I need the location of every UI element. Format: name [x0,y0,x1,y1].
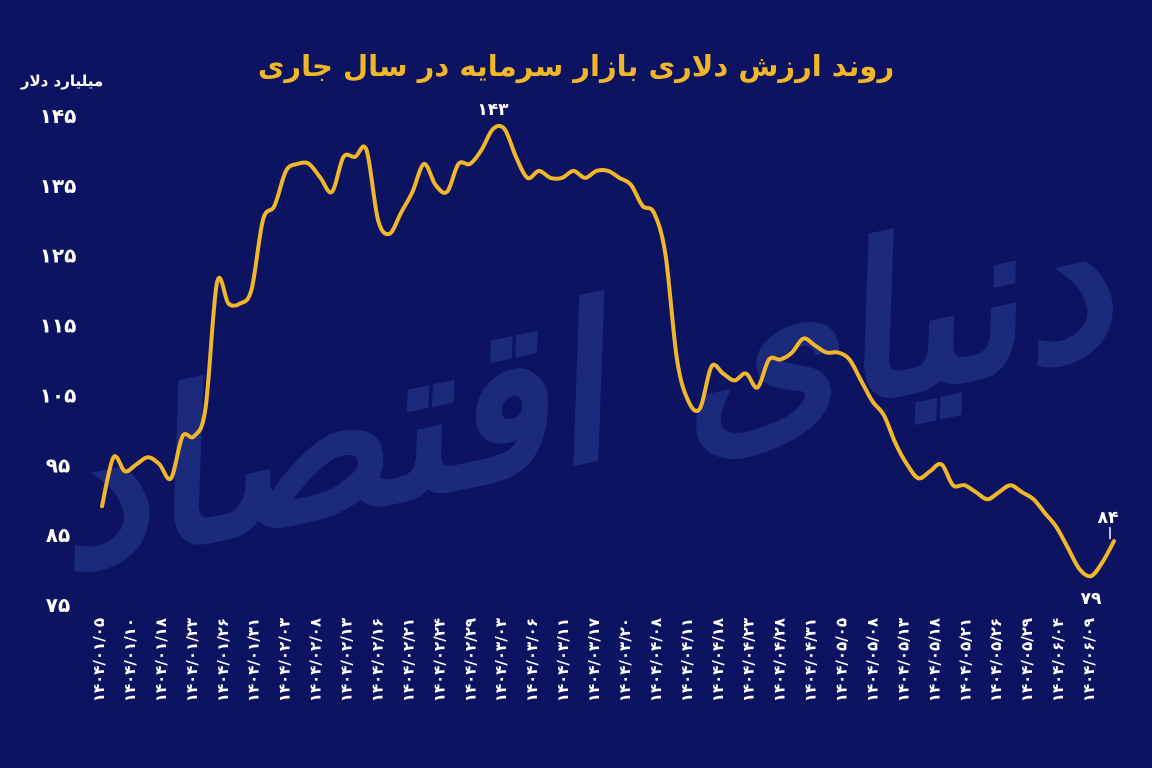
x-tick-label: ۱۴۰۴/۰۴/۲۸ [771,618,789,702]
x-tick-label: ۱۴۰۴/۰۵/۰۵ [833,618,851,702]
x-axis-ticks: ۱۴۰۴/۰۱/۰۵ ۱۴۰۴/۰۱/۱۰ ۱۴۰۴/۰۱/۱۸ ۱۴۰۴/۰۱/۲۳… [90,618,1098,702]
x-tick-label: ۱۴۰۴/۰۲/۲۹ [461,618,479,702]
x-tick-label: ۱۴۰۴/۰۱/۱۸ [152,618,170,702]
x-tick-label: ۱۴۰۴/۰۱/۱۰ [121,618,139,702]
x-tick-label: ۱۴۰۴/۰۱/۲۶ [214,618,232,702]
y-tick-label: ۱۲۵ [40,244,77,268]
data-label: ۸۴ [1098,508,1119,528]
x-tick-label: ۱۴۰۴/۰۳/۰۶ [523,618,541,702]
y-tick-label: ۱۰۵ [40,383,77,407]
y-tick-label: ۸۵ [46,523,70,547]
x-tick-label: ۱۴۰۴/۰۵/۱۳ [894,618,912,702]
x-tick-label: ۱۴۰۴/۰۵/۲۶ [987,618,1005,702]
y-tick-label: ۱۴۵ [40,104,77,128]
y-tick-label: ۷۵ [46,593,70,617]
x-tick-label: ۱۴۰۴/۰۳/۱۷ [585,618,603,702]
y-tick-label: ۱۱۵ [40,314,77,338]
y-axis-ticks: ۱۴۵ ۱۳۵ ۱۲۵ ۱۱۵ ۱۰۵ ۹۵ ۸۵ ۷۵ [40,104,77,617]
x-tick-label: ۱۴۰۴/۰۴/۱۱ [678,618,696,702]
x-tick-label: ۱۴۰۴/۰۱/۲۳ [183,618,201,702]
series-line [100,123,1116,579]
chart-title: روند ارزش دلاری بازار سرمایه در سال جاری [258,49,894,83]
x-tick-label: ۱۴۰۴/۰۲/۲۴ [430,618,448,702]
x-tick-label: ۱۴۰۴/۰۳/۲۰ [616,618,634,702]
x-tick-label: ۱۴۰۴/۰۲/۰۳ [276,618,294,702]
x-tick-label: ۱۴۰۴/۰۴/۱۸ [709,618,727,702]
x-tick-label: ۱۴۰۴/۰۶/۰۴ [1049,618,1067,702]
x-tick-label: ۱۴۰۴/۰۶/۰۹ [1080,618,1098,702]
y-tick-label: ۹۵ [46,453,70,477]
series-line-group [100,123,1116,579]
x-tick-label: ۱۴۰۴/۰۵/۰۸ [863,618,881,702]
x-tick-label: ۱۴۰۴/۰۴/۲۳ [740,618,758,702]
x-tick-label: ۱۴۰۴/۰۳/۰۳ [492,618,510,702]
x-tick-label: ۱۴۰۴/۰۵/۱۸ [925,618,943,702]
x-tick-label: ۱۴۰۴/۰۲/۰۸ [307,618,325,702]
data-label: ۱۴۳ [477,100,509,120]
x-tick-label: ۱۴۰۴/۰۲/۱۶ [368,618,386,702]
x-tick-label: ۱۴۰۴/۰۲/۲۱ [399,618,417,702]
x-tick-label: ۱۴۰۴/۰۵/۲۱ [956,618,974,702]
annotations: ۱۴۳ ۸۴ ۷۹ [477,100,1118,609]
watermark: دنیای اقتصاد [24,155,1134,620]
x-tick-label: ۱۴۰۴/۰۱/۳۱ [245,618,263,702]
x-tick-label: ۱۴۰۴/۰۱/۰۵ [90,618,108,702]
x-tick-label: ۱۴۰۴/۰۴/۰۸ [647,618,665,702]
x-tick-label: ۱۴۰۴/۰۳/۱۱ [554,618,572,702]
x-tick-label: ۱۴۰۴/۰۲/۱۳ [338,618,356,702]
data-label: ۷۹ [1081,589,1102,609]
y-axis-label: میلیارد دلار [20,72,103,90]
x-tick-label: ۱۴۰۴/۰۴/۳۱ [802,618,820,702]
y-tick-label: ۱۳۵ [40,174,77,198]
x-tick-label: ۱۴۰۴/۰۵/۲۹ [1018,618,1036,702]
